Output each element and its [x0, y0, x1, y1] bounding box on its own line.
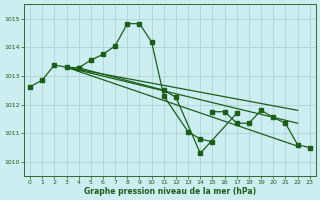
X-axis label: Graphe pression niveau de la mer (hPa): Graphe pression niveau de la mer (hPa) [84, 187, 256, 196]
